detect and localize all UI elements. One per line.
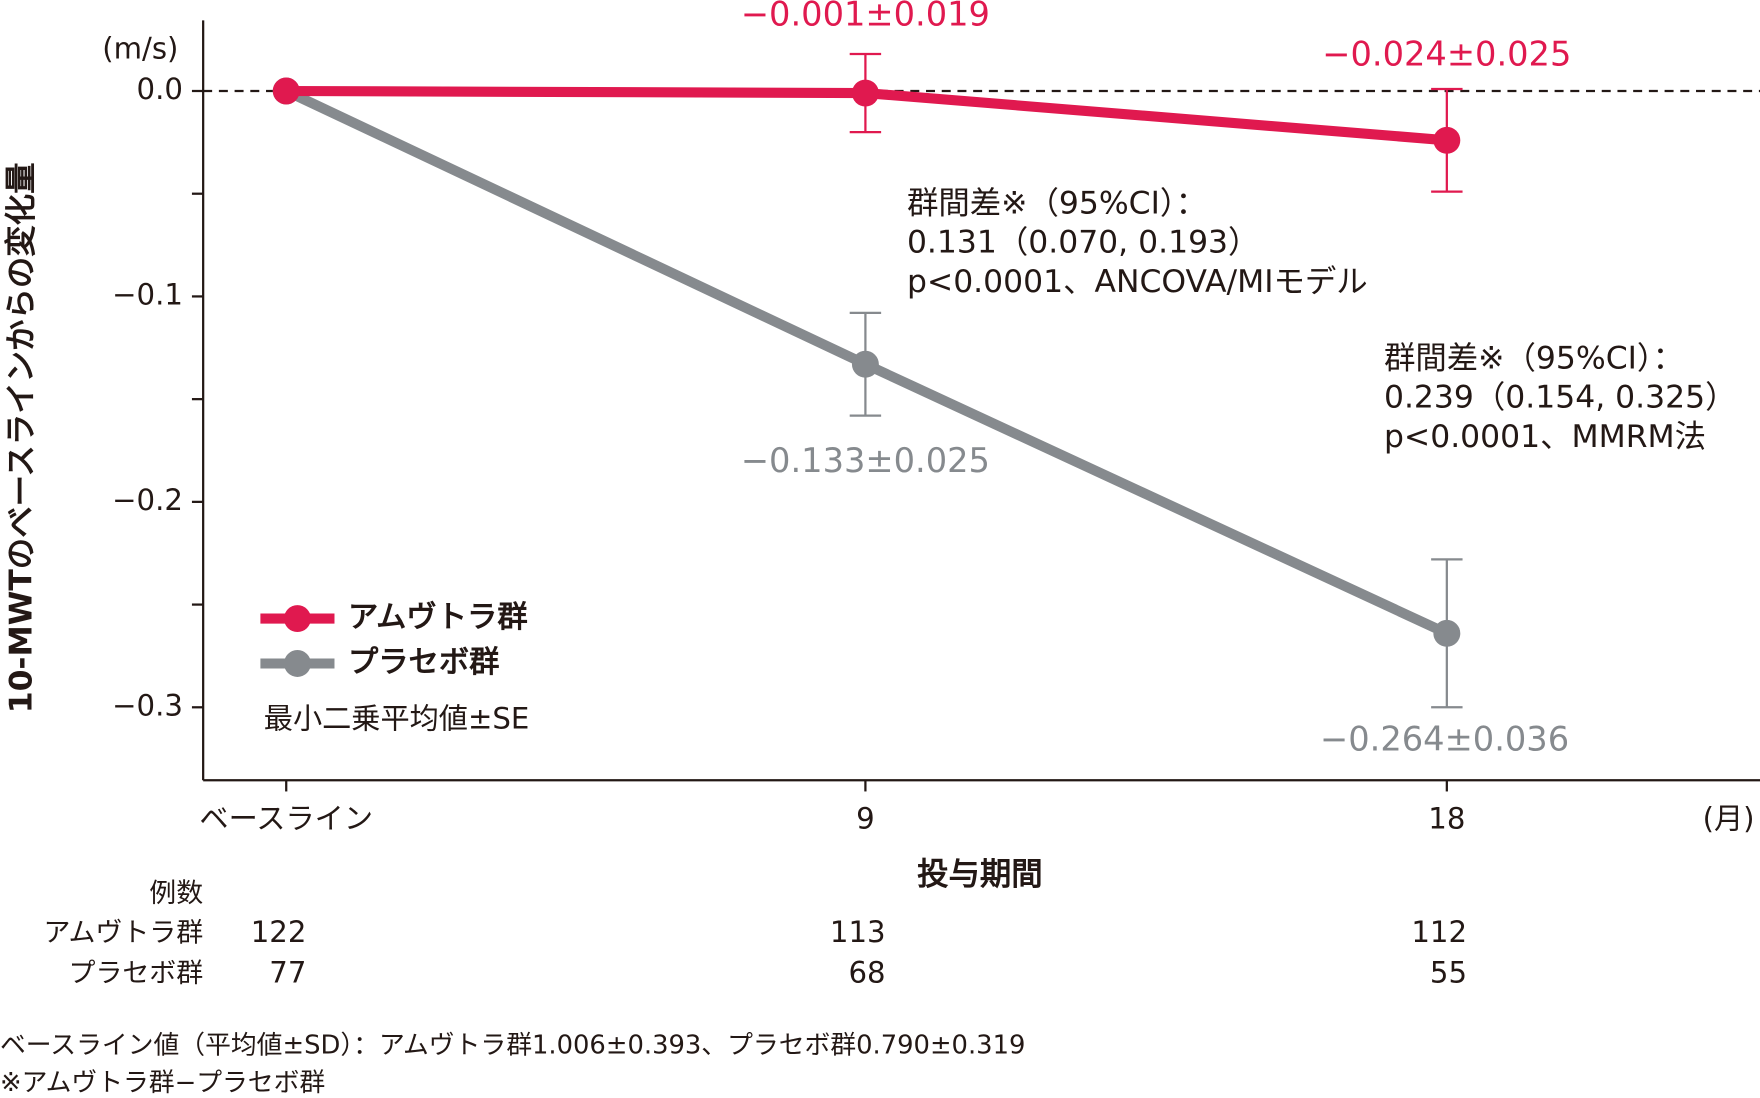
annotation: 群間差※（95%CI）： (907, 185, 1207, 221)
value-label: −0.024±0.025 (1322, 35, 1571, 74)
value-label: −0.001±0.019 (741, 0, 990, 33)
table-cell: 122 (251, 915, 307, 949)
y-axis-title: 10-MWTのベースラインからの変化量 (2, 162, 39, 713)
y-tick-label: 0.0 (137, 72, 183, 106)
y-unit: (m/s) (102, 32, 178, 66)
table-cell: 68 (848, 955, 885, 989)
x-tick-label: 18 (1428, 802, 1465, 836)
x-axis-title: 投与期間 (917, 857, 1043, 893)
y-tick-label: −0.3 (112, 688, 183, 722)
annotation: p<0.0001、ANCOVA/MIモデル (907, 264, 1368, 300)
x-tick-label: ベースライン (199, 802, 373, 836)
legend-marker (283, 650, 311, 677)
legend-label: アムヴトラ群 (348, 599, 528, 635)
annotation: 0.131（0.070, 0.193） (907, 225, 1260, 261)
value-label: −0.264±0.036 (1320, 719, 1569, 758)
point (851, 79, 879, 107)
point (1433, 126, 1461, 154)
table-row-name: アムヴトラ群 (44, 918, 204, 949)
table-cell: 113 (830, 915, 886, 949)
table-cell: 112 (1411, 915, 1467, 949)
footnote: ベースライン値（平均値±SD）：アムヴトラ群1.006±0.393、プラセボ群0… (0, 1031, 1025, 1061)
annotation: p<0.0001、MMRM法 (1384, 419, 1706, 455)
x-unit: (月) (1703, 802, 1755, 836)
x-tick-label: 9 (856, 802, 875, 836)
table-cell: 77 (269, 955, 306, 989)
y-tick-label: −0.1 (112, 277, 183, 311)
point (851, 350, 879, 378)
annotation: 0.239（0.154, 0.325） (1384, 380, 1737, 416)
point (1433, 619, 1461, 647)
table-cell: 55 (1430, 955, 1467, 989)
legend-label: プラセボ群 (348, 645, 499, 680)
value-label: −0.133±0.025 (741, 441, 990, 480)
point (272, 77, 300, 105)
annotation: 群間差※（95%CI）： (1384, 340, 1684, 376)
table-title: 例数 (149, 878, 203, 909)
table-row-name: プラセボ群 (69, 958, 204, 989)
footnote: ※アムヴトラ群−プラセボ群 (0, 1068, 325, 1098)
y-tick-label: −0.2 (112, 483, 183, 517)
legend-note: 最小二乗平均値±SE (264, 702, 530, 736)
legend-marker (283, 605, 311, 633)
